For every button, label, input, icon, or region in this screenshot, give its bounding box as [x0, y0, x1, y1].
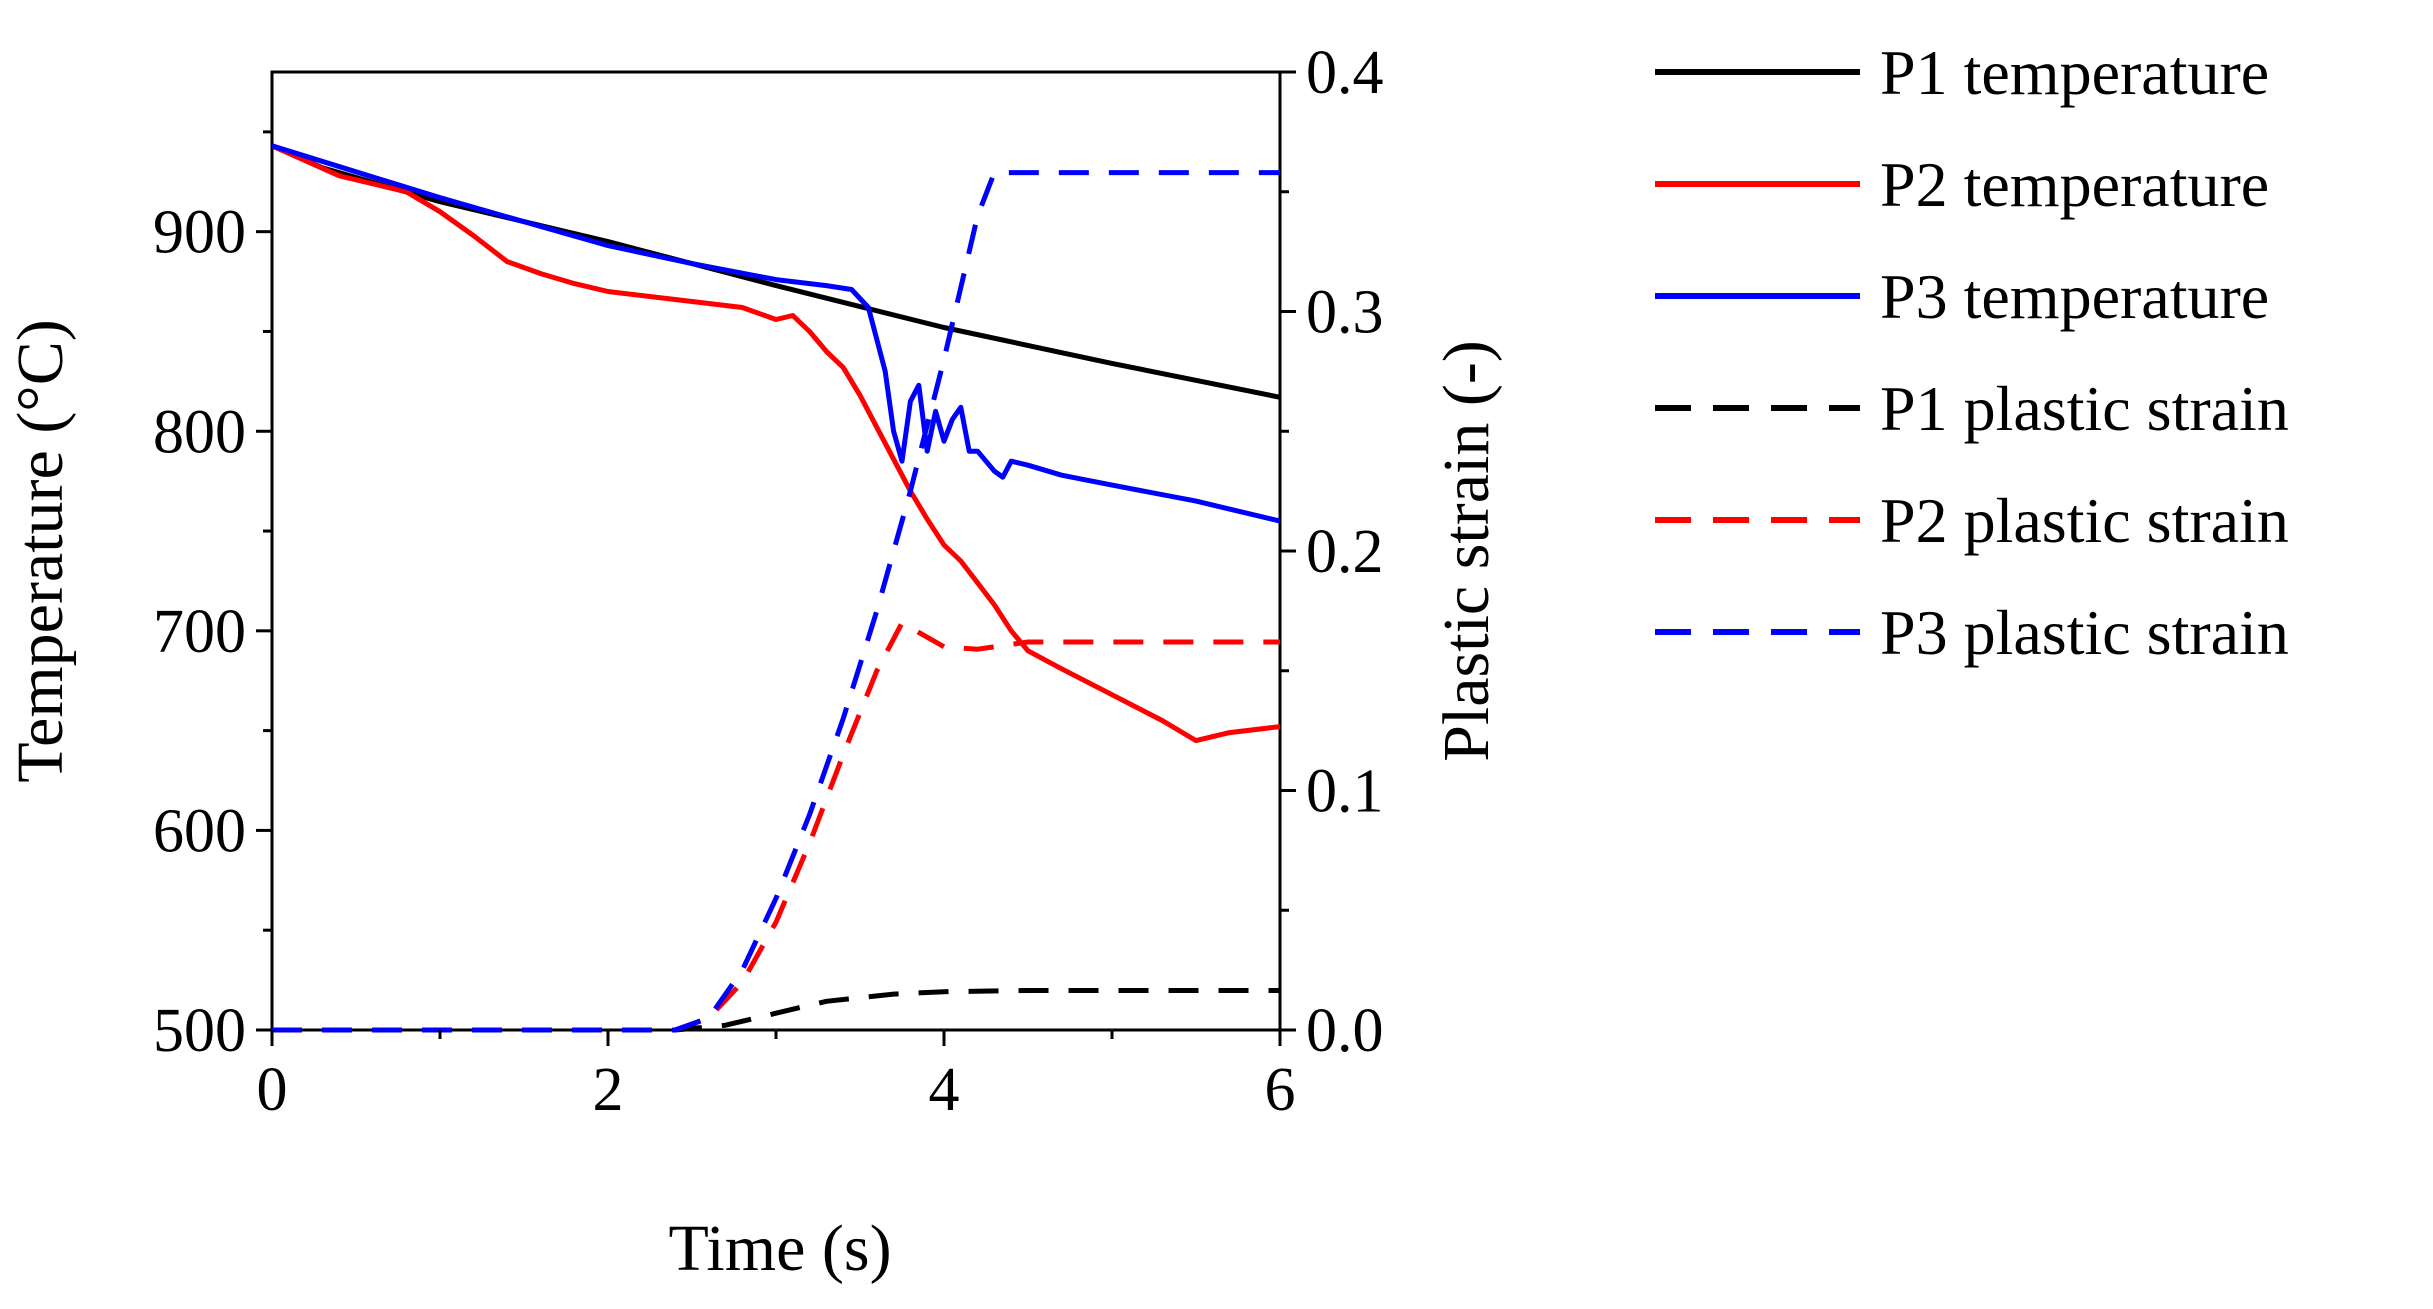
- y2-tick-label: 0.2: [1306, 518, 1384, 586]
- legend-item: P3 temperature: [1655, 261, 2269, 332]
- legend-label: P1 temperature: [1880, 37, 2269, 108]
- plot-area: [270, 70, 1282, 1032]
- y2-tick-label: 0.1: [1306, 758, 1384, 826]
- series-layer: [272, 143, 1280, 1033]
- x-tick-label: 6: [1265, 1056, 1296, 1124]
- y-axis-title: Temperature (°C): [4, 319, 77, 782]
- legend: P1 temperature P2 temperature P3 temperatu…: [1655, 37, 2289, 668]
- y2-axis-title: Plastic strain (-): [1430, 340, 1503, 762]
- y2-tick-label: 0.0: [1306, 997, 1384, 1065]
- y-tick-label: 600: [153, 797, 246, 865]
- legend-item: P3 plastic strain: [1655, 597, 2289, 668]
- y-tick-label: 900: [153, 199, 246, 267]
- plot-frame: [270, 70, 1282, 1032]
- legend-label: P3 temperature: [1880, 261, 2269, 332]
- x-tick-label: 0: [257, 1056, 288, 1124]
- legend-item: P1 temperature: [1655, 37, 2269, 108]
- legend-label: P2 temperature: [1880, 149, 2269, 220]
- axes-layer: 0 2 4 6 500 600 700 800 900 0.0 0.1 0.2 0.3 0.4 Time (…: [4, 39, 1503, 1285]
- y-tick-label: 500: [153, 997, 246, 1065]
- series-line-4: [272, 988, 1280, 1033]
- series-line-1: [272, 143, 1280, 400]
- series-line-3: [272, 143, 1280, 524]
- series-line-6: [272, 170, 1280, 1033]
- y-tick-label: 700: [153, 598, 246, 666]
- series-line-5: [272, 620, 1280, 1033]
- legend-item: P2 temperature: [1655, 149, 2269, 220]
- legend-item: P1 plastic strain: [1655, 373, 2289, 444]
- y2-tick-label: 0.4: [1306, 39, 1384, 107]
- legend-label: P2 plastic strain: [1880, 485, 2289, 556]
- y-tick-label: 800: [153, 398, 246, 466]
- legend-label: P1 plastic strain: [1880, 373, 2289, 444]
- y2-tick-label: 0.3: [1306, 279, 1384, 347]
- legend-label: P3 plastic strain: [1880, 597, 2289, 668]
- legend-item: P2 plastic strain: [1655, 485, 2289, 556]
- x-tick-label: 2: [593, 1056, 624, 1124]
- x-tick-label: 4: [929, 1056, 960, 1124]
- x-axis-title: Time (s): [668, 1212, 891, 1285]
- series-line-2: [272, 143, 1280, 744]
